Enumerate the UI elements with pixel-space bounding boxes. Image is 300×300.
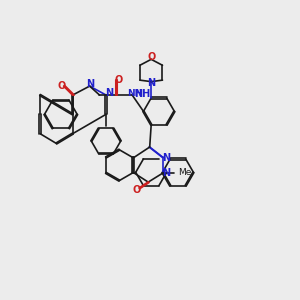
Text: N: N xyxy=(147,78,155,88)
Text: O: O xyxy=(57,81,66,91)
Text: NH: NH xyxy=(128,89,143,98)
Text: N: N xyxy=(86,79,94,89)
Text: O: O xyxy=(147,52,155,62)
Text: N: N xyxy=(163,153,171,163)
Text: N: N xyxy=(163,169,171,178)
Text: N: N xyxy=(106,88,114,98)
Text: O: O xyxy=(115,75,123,85)
Text: O: O xyxy=(133,184,141,194)
Text: NH: NH xyxy=(134,89,150,99)
Text: Me: Me xyxy=(178,168,191,177)
